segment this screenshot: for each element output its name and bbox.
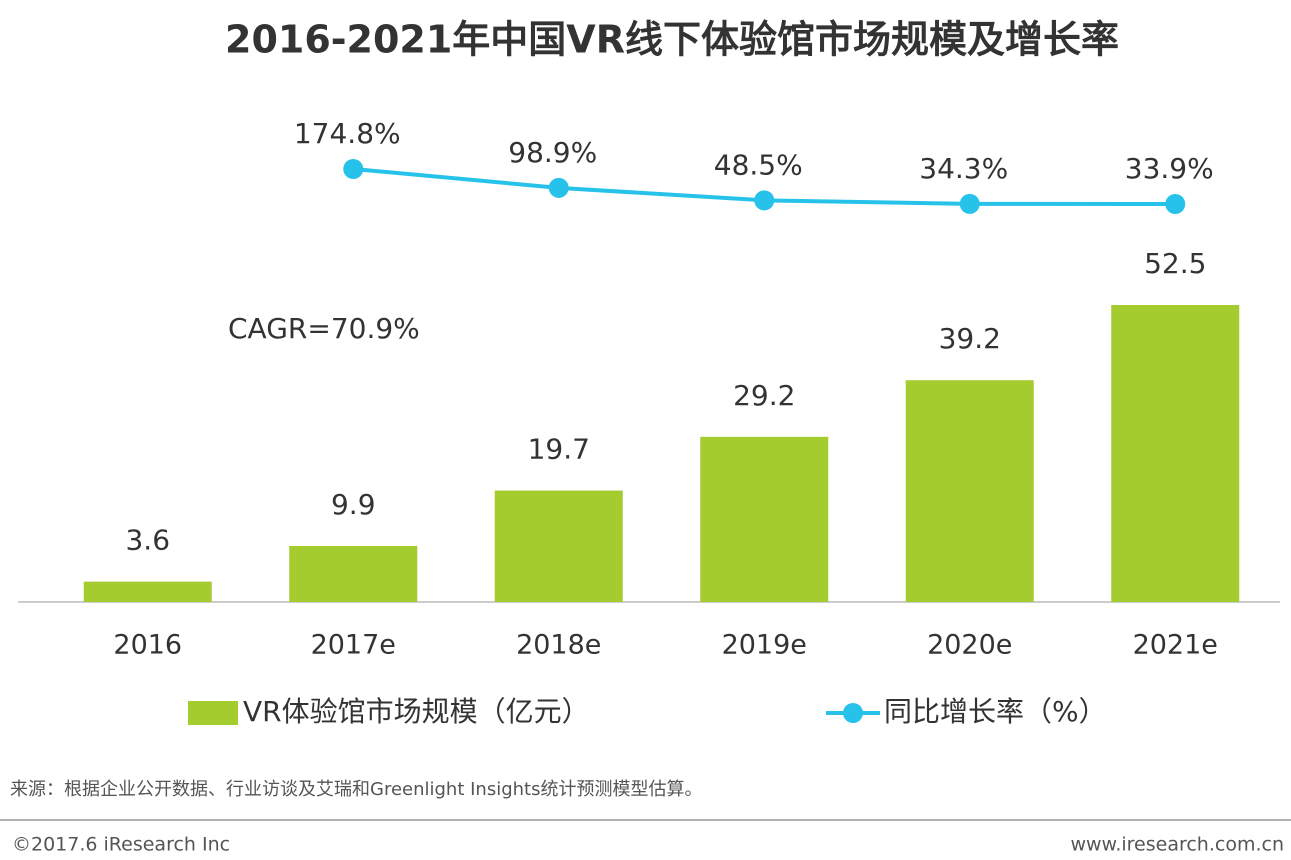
data-label: 29.2 bbox=[733, 379, 795, 412]
bar bbox=[905, 380, 1034, 602]
chart-title: 2016-2021年中国VR线下体验馆市场规模及增长率 bbox=[225, 18, 1119, 62]
annotation: CAGR=70.9% bbox=[228, 312, 420, 345]
data-label: 98.9% bbox=[508, 136, 597, 169]
bar bbox=[83, 581, 212, 602]
data-label: 19.7 bbox=[528, 433, 590, 466]
x-tick-label: 2020e bbox=[927, 630, 1012, 661]
data-label: 3.6 bbox=[125, 524, 170, 557]
line-point bbox=[1165, 194, 1186, 214]
legend-label: VR体验馆市场规模（亿元） bbox=[243, 695, 590, 728]
x-tick-label: 2016 bbox=[113, 630, 182, 661]
x-tick-label: 2021e bbox=[1133, 630, 1218, 661]
data-label: 48.5% bbox=[714, 148, 803, 181]
data-label: 34.3% bbox=[919, 152, 1008, 185]
bar bbox=[1111, 305, 1240, 602]
data-label: 33.9% bbox=[1125, 152, 1214, 185]
line-point bbox=[959, 193, 980, 214]
legend-marker bbox=[843, 703, 863, 723]
bar bbox=[494, 490, 623, 602]
data-label: 39.2 bbox=[939, 322, 1001, 355]
data-label: 52.5 bbox=[1144, 247, 1206, 280]
x-tick-label: 2019e bbox=[722, 630, 807, 661]
x-tick-label: 2018e bbox=[516, 630, 601, 661]
source: 来源：根据企业公开数据、行业访谈及艾瑞和Greenlight Insights统… bbox=[10, 779, 703, 800]
line-point bbox=[754, 190, 775, 211]
line-point bbox=[548, 177, 569, 198]
data-label: 174.8% bbox=[294, 117, 401, 150]
legend-swatch bbox=[188, 701, 238, 725]
footer-left: ©2017.6 iResearch Inc bbox=[12, 834, 230, 856]
footer-right: www.iresearch.com.cn bbox=[1070, 834, 1284, 856]
line-point bbox=[343, 159, 364, 179]
bar bbox=[289, 545, 418, 602]
legend-label: 同比增长率（%） bbox=[884, 695, 1107, 728]
bar bbox=[700, 436, 829, 602]
x-tick-label: 2017e bbox=[311, 630, 396, 661]
data-label: 9.9 bbox=[331, 488, 376, 521]
